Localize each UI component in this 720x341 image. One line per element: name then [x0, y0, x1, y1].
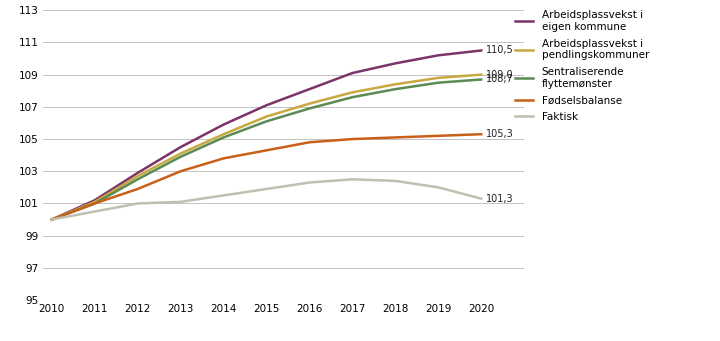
Fødselsbalanse — [220, 156, 228, 160]
Arbeidsplassvekst i
pendlingskommuner — [305, 102, 314, 106]
Fødselsbalanse — [262, 148, 271, 152]
Arbeidsplassvekst i
eigen kommune — [48, 218, 56, 222]
Faktisk — [348, 177, 356, 181]
Faktisk — [176, 200, 185, 204]
Text: 109,0: 109,0 — [487, 70, 514, 80]
Arbeidsplassvekst i
eigen kommune — [220, 122, 228, 127]
Arbeidsplassvekst i
eigen kommune — [262, 103, 271, 107]
Fødselsbalanse — [133, 187, 142, 191]
Sentraliserende
flyttemønster — [133, 177, 142, 181]
Arbeidsplassvekst i
eigen kommune — [305, 87, 314, 91]
Fødselsbalanse — [91, 202, 99, 206]
Faktisk — [133, 202, 142, 206]
Faktisk — [391, 179, 400, 183]
Line: Faktisk: Faktisk — [52, 179, 481, 220]
Arbeidsplassvekst i
eigen kommune — [176, 145, 185, 149]
Faktisk — [434, 185, 443, 189]
Text: 105,3: 105,3 — [487, 129, 514, 139]
Fødselsbalanse — [176, 169, 185, 173]
Fødselsbalanse — [305, 140, 314, 144]
Faktisk — [91, 209, 99, 213]
Fødselsbalanse — [391, 135, 400, 139]
Arbeidsplassvekst i
eigen kommune — [348, 71, 356, 75]
Faktisk — [48, 218, 56, 222]
Text: 101,3: 101,3 — [487, 194, 514, 204]
Arbeidsplassvekst i
eigen kommune — [477, 48, 485, 53]
Arbeidsplassvekst i
eigen kommune — [91, 198, 99, 202]
Legend: Arbeidsplassvekst i
eigen kommune, Arbeidsplassvekst i
pendlingskommuner, Sentra: Arbeidsplassvekst i eigen kommune, Arbei… — [515, 10, 649, 122]
Sentraliserende
flyttemønster — [348, 95, 356, 99]
Sentraliserende
flyttemønster — [477, 77, 485, 81]
Sentraliserende
flyttemønster — [91, 202, 99, 206]
Arbeidsplassvekst i
eigen kommune — [434, 53, 443, 57]
Arbeidsplassvekst i
pendlingskommuner — [220, 132, 228, 136]
Sentraliserende
flyttemønster — [176, 155, 185, 159]
Arbeidsplassvekst i
pendlingskommuner — [348, 90, 356, 94]
Sentraliserende
flyttemønster — [434, 81, 443, 85]
Line: Arbeidsplassvekst i
pendlingskommuner: Arbeidsplassvekst i pendlingskommuner — [52, 75, 481, 220]
Arbeidsplassvekst i
eigen kommune — [133, 171, 142, 175]
Sentraliserende
flyttemønster — [220, 135, 228, 139]
Arbeidsplassvekst i
eigen kommune — [391, 61, 400, 65]
Faktisk — [477, 197, 485, 201]
Sentraliserende
flyttemønster — [48, 218, 56, 222]
Arbeidsplassvekst i
pendlingskommuner — [391, 82, 400, 86]
Sentraliserende
flyttemønster — [305, 106, 314, 110]
Line: Fødselsbalanse: Fødselsbalanse — [52, 134, 481, 220]
Arbeidsplassvekst i
pendlingskommuner — [262, 115, 271, 119]
Faktisk — [262, 187, 271, 191]
Arbeidsplassvekst i
pendlingskommuner — [434, 76, 443, 80]
Fødselsbalanse — [477, 132, 485, 136]
Arbeidsplassvekst i
pendlingskommuner — [477, 73, 485, 77]
Line: Sentraliserende
flyttemønster: Sentraliserende flyttemønster — [52, 79, 481, 220]
Text: 108,7: 108,7 — [487, 74, 514, 85]
Line: Arbeidsplassvekst i
eigen kommune: Arbeidsplassvekst i eigen kommune — [52, 50, 481, 220]
Fødselsbalanse — [434, 134, 443, 138]
Arbeidsplassvekst i
pendlingskommuner — [91, 200, 99, 204]
Arbeidsplassvekst i
pendlingskommuner — [133, 174, 142, 178]
Fødselsbalanse — [348, 137, 356, 141]
Arbeidsplassvekst i
pendlingskommuner — [48, 218, 56, 222]
Sentraliserende
flyttemønster — [391, 87, 400, 91]
Faktisk — [220, 193, 228, 197]
Sentraliserende
flyttemønster — [262, 119, 271, 123]
Arbeidsplassvekst i
pendlingskommuner — [176, 151, 185, 155]
Faktisk — [305, 180, 314, 184]
Fødselsbalanse — [48, 218, 56, 222]
Text: 110,5: 110,5 — [487, 45, 514, 56]
